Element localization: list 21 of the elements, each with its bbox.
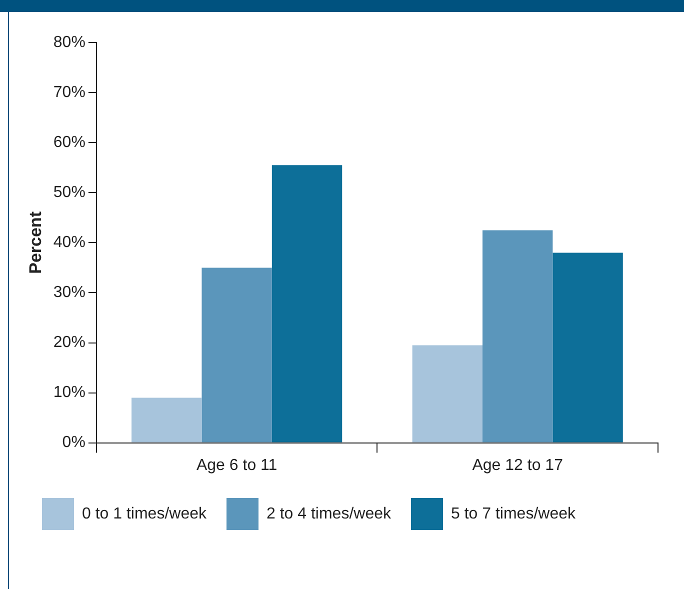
bar — [552, 252, 623, 442]
y-tick-label: 0% — [62, 434, 86, 452]
bar — [202, 268, 272, 442]
y-tick-label: 20% — [53, 334, 86, 352]
y-axis-title: Percent — [26, 211, 45, 274]
legend-label: 5 to 7 times/week — [451, 505, 576, 522]
bar — [482, 230, 553, 442]
y-tick-label: 40% — [53, 234, 86, 252]
bar — [272, 165, 342, 442]
y-tick-label: 80% — [53, 34, 86, 52]
y-tick-label: 50% — [53, 184, 86, 202]
bar — [412, 345, 483, 442]
y-tick-label: 30% — [53, 284, 86, 302]
y-tick-label: 10% — [53, 384, 86, 402]
bar — [132, 398, 202, 442]
legend-label: 2 to 4 times/week — [266, 505, 392, 522]
legend-label: 0 to 1 times/week — [82, 505, 208, 522]
x-tick-label: Age 6 to 11 — [196, 456, 278, 474]
y-tick-label: 60% — [53, 134, 86, 152]
y-tick-label: 70% — [53, 84, 86, 102]
x-tick-label: Age 12 to 17 — [472, 456, 564, 474]
